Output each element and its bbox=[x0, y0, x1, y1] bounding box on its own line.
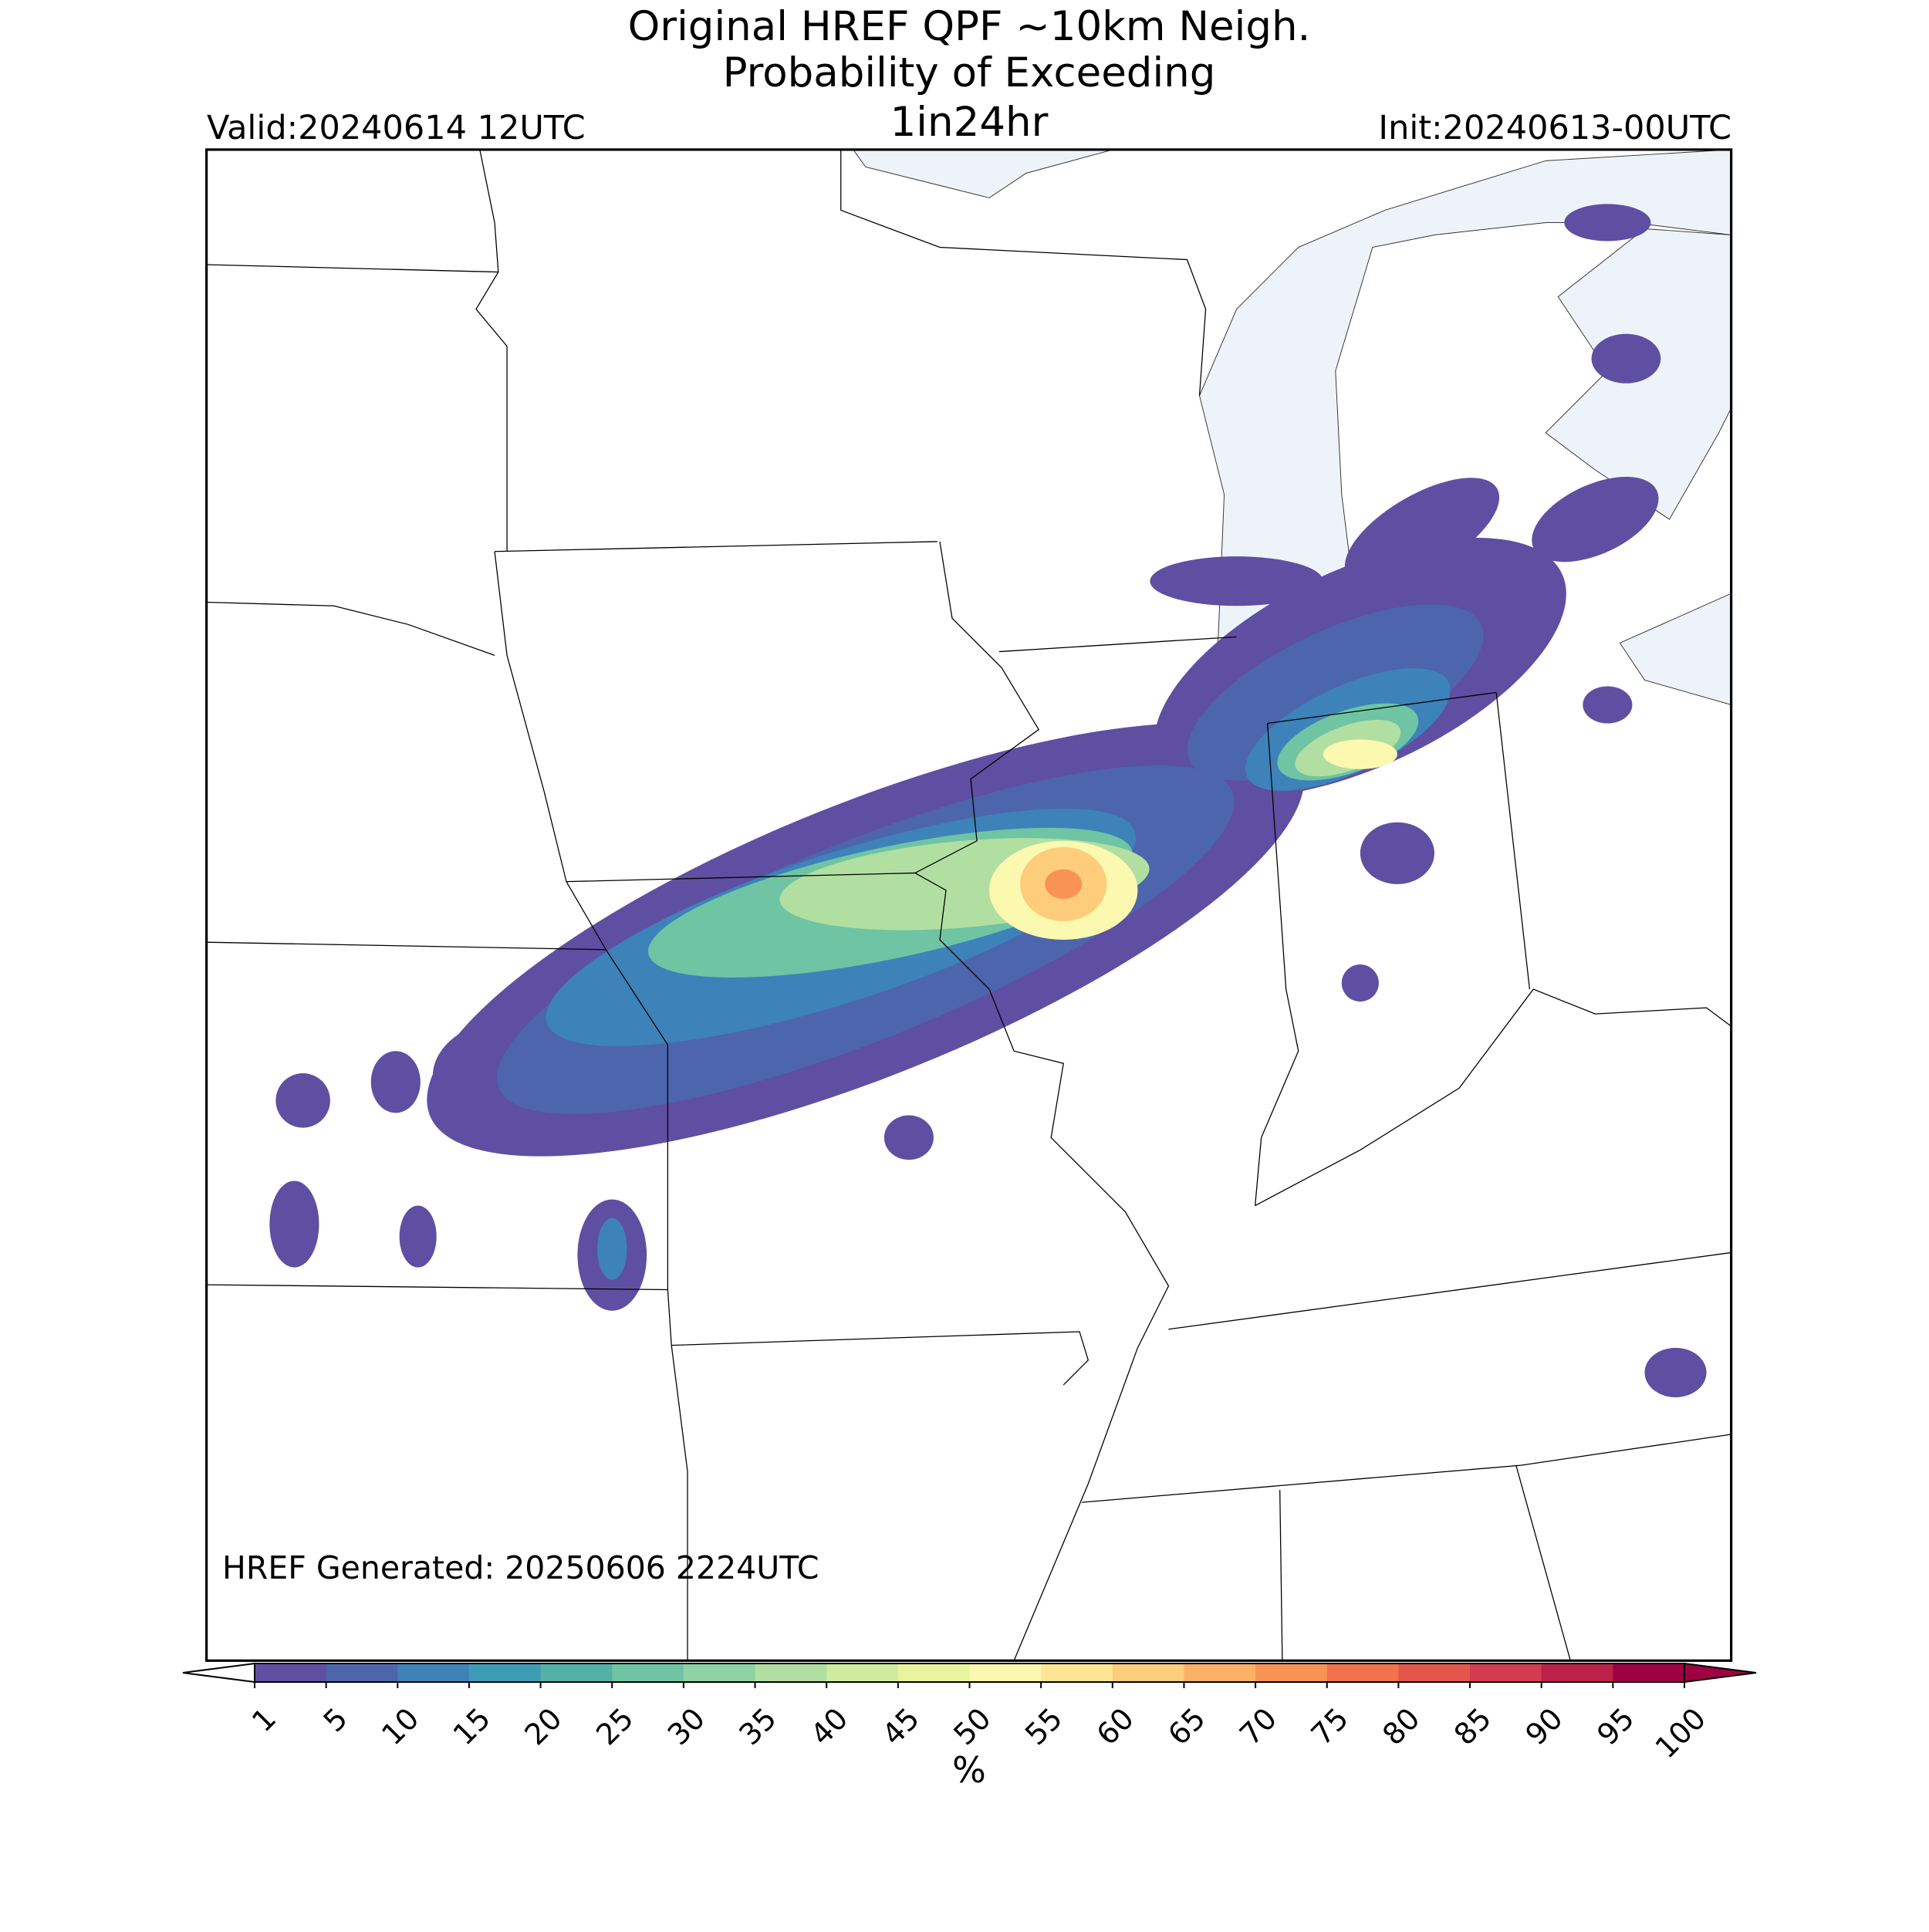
colorbar-tick-label: 70 bbox=[1233, 1701, 1283, 1751]
colorbar-tick-label: 40 bbox=[804, 1701, 854, 1751]
colorbar-tick-label: 55 bbox=[1019, 1701, 1069, 1751]
init-time: Init:20240613-00UTC bbox=[1378, 109, 1731, 147]
colorbar-segment bbox=[897, 1663, 970, 1682]
map-frame bbox=[205, 148, 1733, 1662]
colorbar-tick-label: 65 bbox=[1161, 1701, 1211, 1751]
colorbar-tick-label: 80 bbox=[1376, 1701, 1426, 1751]
colorbar-tick-label: 85 bbox=[1448, 1701, 1498, 1751]
map bbox=[205, 148, 1733, 1662]
title-line: Probability of Exceeding bbox=[723, 49, 1216, 96]
colorbar-segment bbox=[397, 1663, 470, 1682]
colorbar-segment bbox=[326, 1663, 398, 1682]
colorbar-label: % bbox=[952, 1749, 986, 1791]
generated-time: HREF Generated: 20250606 2224UTC bbox=[222, 1549, 819, 1586]
colorbar-segment bbox=[1541, 1663, 1613, 1682]
colorbar-tick-label: 75 bbox=[1305, 1701, 1355, 1751]
colorbar-tick-label: 1 bbox=[245, 1701, 282, 1738]
valid-time: Valid:20240614 12UTC bbox=[207, 109, 586, 147]
colorbar-segment bbox=[540, 1663, 613, 1682]
title-line: 1in24hr bbox=[890, 99, 1049, 146]
colorbar-segment bbox=[755, 1663, 827, 1682]
colorbar-segment bbox=[1613, 1663, 1685, 1682]
title-line: Original HREF QPF ~10km Neigh. bbox=[628, 3, 1311, 50]
colorbar-segment bbox=[612, 1663, 684, 1682]
colorbar-tick-label: 45 bbox=[876, 1701, 926, 1751]
colorbar-segment bbox=[1184, 1663, 1256, 1682]
colorbar-segment bbox=[1326, 1663, 1399, 1682]
colorbar-segment bbox=[1470, 1663, 1542, 1682]
colorbar-tick-label: 100 bbox=[1649, 1701, 1712, 1765]
colorbar-segment bbox=[468, 1663, 542, 1682]
colorbar-tick-label: 20 bbox=[518, 1701, 568, 1751]
colorbar-tick-label: 30 bbox=[661, 1701, 711, 1751]
borders bbox=[206, 149, 1732, 1661]
precipitation bbox=[269, 204, 1707, 1397]
colorbar-under bbox=[182, 1662, 255, 1684]
colorbar-segment bbox=[969, 1663, 1042, 1682]
colorbar-over bbox=[1684, 1662, 1757, 1684]
colorbar-tick-label: 15 bbox=[447, 1701, 497, 1751]
colorbar-segment bbox=[1112, 1663, 1184, 1682]
colorbar-segment bbox=[683, 1663, 756, 1682]
colorbar-tick-label: 60 bbox=[1090, 1701, 1140, 1751]
colorbar-segment bbox=[826, 1663, 899, 1682]
colorbar-segment bbox=[1255, 1663, 1328, 1682]
colorbar-tick-label: 90 bbox=[1519, 1701, 1569, 1751]
colorbar-tick-label: 5 bbox=[317, 1701, 354, 1738]
colorbar-tick-label: 25 bbox=[590, 1701, 640, 1751]
colorbar-tick-label: 10 bbox=[375, 1701, 425, 1751]
colorbar-segment bbox=[1041, 1663, 1113, 1682]
colorbar-tick-label: 50 bbox=[947, 1701, 997, 1751]
header: Original HREF QPF ~10km Neigh. Probabili… bbox=[628, 3, 1311, 146]
colorbar-segment bbox=[255, 1663, 327, 1682]
colorbar-tick-label: 35 bbox=[732, 1701, 782, 1751]
colorbar-segment bbox=[1398, 1663, 1471, 1682]
colorbar-tick-label: 95 bbox=[1590, 1701, 1640, 1751]
